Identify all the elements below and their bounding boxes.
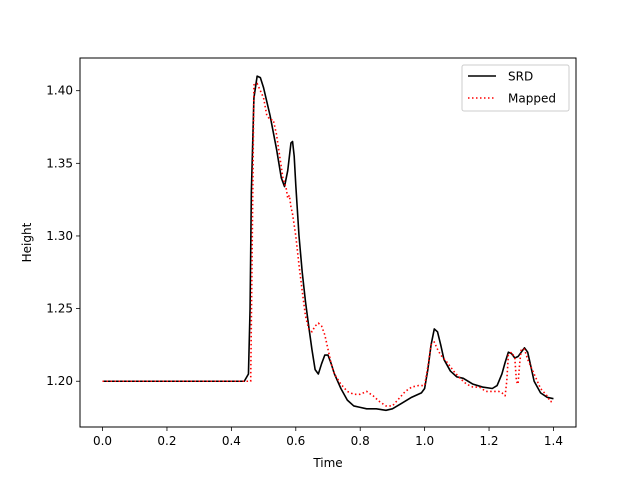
legend: SRD Mapped [461,64,570,112]
x-tick-label: 1.2 [479,434,498,448]
y-tick-label: 1.30 [46,229,73,243]
y-tick-label: 1.25 [46,302,73,316]
axes-frame [79,57,577,428]
series-line-mapped [102,82,554,407]
x-axis-label: Time [312,456,342,470]
plot-area-background [80,58,576,427]
x-tick-label: 0.6 [286,434,305,448]
y-tick-label: 1.20 [46,374,73,388]
y-tick-label: 1.40 [46,84,73,98]
x-ticks: 0.0 0.2 0.4 0.6 0.8 1.0 1.2 1.4 [93,427,563,448]
legend-label-srd: SRD [508,70,533,84]
legend-label-mapped: Mapped [508,92,556,106]
x-tick-label: 0.4 [222,434,241,448]
series-line-srd [102,75,554,412]
y-ticks: 1.20 1.25 1.30 1.35 1.40 [46,84,80,388]
x-tick-label: 0.2 [157,434,176,448]
x-tick-label: 0.8 [351,434,370,448]
x-tick-label: 1.0 [415,434,434,448]
x-tick-label: 0.0 [93,434,112,448]
y-axis-label: Height [20,222,34,262]
x-tick-label: 1.4 [544,434,563,448]
y-tick-label: 1.35 [46,156,73,170]
series-layer [102,75,554,412]
